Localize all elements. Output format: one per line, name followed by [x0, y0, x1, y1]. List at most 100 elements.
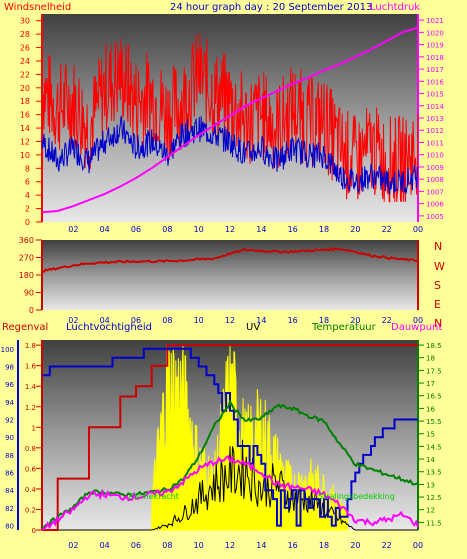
x-tick-label: 00: [413, 225, 423, 234]
x-tick-label: 18: [319, 225, 329, 234]
pressure-axis-tick-label: 1012: [426, 127, 444, 135]
wind-axis-tick-label: 16: [20, 111, 30, 120]
humidity-axis-tick-label: 96: [5, 381, 14, 389]
x-tick-label: 06: [131, 225, 141, 234]
uv-label: UV: [246, 322, 260, 333]
pressure-axis-tick-label: 1018: [426, 54, 444, 62]
direction-axis-tick-label: 180: [19, 271, 34, 280]
rain-label: Regenval: [2, 322, 48, 333]
pressure-axis-tick-label: 1010: [426, 152, 444, 160]
temperature-axis-tick-label: 17.5: [426, 367, 442, 375]
x-tick-label: 16: [288, 316, 298, 325]
uv-line: [42, 439, 418, 531]
humidity-axis-tick-label: 82: [5, 505, 14, 513]
pressure-label: Luchtdruk: [370, 2, 420, 13]
pressure-axis-tick-label: 1020: [426, 29, 444, 37]
x-tick-label: 18: [319, 541, 329, 550]
pressure-axis-tick-label: 1021: [426, 17, 444, 25]
rain-axis-tick-label: 1.4: [25, 383, 37, 391]
temperature-axis-tick-label: 13.5: [426, 469, 442, 477]
temperature-axis-tick-label: 17: [426, 380, 435, 388]
pressure-line: [41, 26, 419, 214]
wind-axis-tick-label: 30: [20, 17, 30, 26]
humidity-axis-tick-label: 90: [5, 434, 14, 442]
temperature-axis-tick-label: 14: [426, 456, 435, 464]
rain-line: [42, 344, 418, 531]
x-tick-label: 04: [100, 316, 110, 325]
x-tick-label: 18: [319, 316, 329, 325]
x-tick-label: 06: [131, 316, 141, 325]
wind-axis-tick-label: 26: [20, 44, 30, 53]
pressure-axis-tick-label: 1013: [426, 115, 444, 123]
pressure-axis-tick-label: 1011: [426, 139, 444, 147]
wind-axis-tick-label: 2: [25, 205, 30, 214]
pressure-axis-tick-label: 1015: [426, 91, 444, 99]
x-tick-label: 04: [100, 225, 110, 234]
compass-letter-e: E: [434, 298, 441, 311]
wind-axis-tick-label: 12: [20, 137, 30, 146]
x-tick-label: 22: [382, 316, 392, 325]
x-tick-label: 14: [256, 316, 266, 325]
temperature-line: [41, 399, 419, 529]
x-tick-label: 10: [194, 316, 204, 325]
x-tick-label: 02: [68, 225, 78, 234]
humidity-line: [42, 347, 418, 527]
x-tick-label: 02: [68, 316, 78, 325]
pressure-axis-tick-label: 1007: [426, 188, 444, 196]
pressure-axis-tick-label: 1006: [426, 201, 444, 209]
temperature-axis-tick-label: 16: [426, 405, 435, 413]
x-tick-label: 14: [256, 541, 266, 550]
compass-letter-n-top: N: [434, 240, 442, 253]
humidity-axis-tick-label: 92: [5, 417, 14, 425]
x-tick-label: 22: [382, 541, 392, 550]
x-tick-label: 16: [288, 225, 298, 234]
compass-letter-s: S: [434, 279, 441, 292]
x-tick-label: 00: [413, 316, 423, 325]
temperature-axis-tick-label: 14.5: [426, 443, 442, 451]
graph-title: 24 hour graph day : 20 September 2013: [170, 2, 372, 13]
direction-axis-tick-label: 90: [24, 289, 34, 298]
humidity-axis-tick-label: 100: [1, 346, 14, 354]
temperature-axis-tick-label: 15.5: [426, 418, 442, 426]
direction-axis-tick-label: 270: [19, 254, 34, 263]
rain-axis-tick-label: 0: [32, 527, 36, 535]
x-tick-label: 16: [288, 541, 298, 550]
compass-letter-n-bottom: N: [434, 317, 442, 330]
x-tick-label: 12: [225, 541, 235, 550]
temperature-axis-tick-label: 13: [426, 481, 435, 489]
temperature-axis-tick-label: 12.5: [426, 494, 442, 502]
wind-axis-tick-label: 28: [20, 30, 30, 39]
temperature-axis-tick-label: 11.5: [426, 519, 442, 527]
temperature-axis-tick-label: 18: [426, 355, 435, 363]
wind-axis-tick-label: 6: [25, 178, 30, 187]
wind-axis-tick-label: 24: [20, 57, 30, 66]
temperature-axis-tick-label: 12: [426, 507, 435, 515]
humidity-axis-tick-label: 86: [5, 470, 14, 478]
direction-axis-tick-label: 0: [29, 306, 34, 315]
x-tick-label: 12: [225, 316, 235, 325]
rain-axis-tick-label: 1.8: [25, 342, 36, 350]
pressure-axis-tick-label: 1017: [426, 66, 444, 74]
x-tick-label: 04: [100, 541, 110, 550]
rain-axis-tick-label: 1.2: [25, 404, 36, 412]
dewpoint-line: [41, 454, 419, 531]
wind-axis-tick-label: 8: [25, 164, 30, 173]
x-tick-label: 08: [162, 541, 172, 550]
x-tick-label: 22: [382, 225, 392, 234]
pressure-axis-tick-label: 1014: [426, 103, 444, 111]
humidity-axis-tick-label: 80: [5, 523, 14, 531]
humidity-axis-tick-label: 94: [5, 399, 14, 407]
temperature-axis-tick-label: 15: [426, 431, 435, 439]
wind-axis-tick-label: 18: [20, 97, 30, 106]
pressure-axis-tick-label: 1008: [426, 176, 444, 184]
direction-axis-tick-label: 360: [19, 236, 34, 245]
wind-axis-tick-label: 10: [20, 151, 30, 160]
x-tick-label: 12: [225, 225, 235, 234]
wind-direction-line: [41, 246, 419, 273]
pressure-axis-tick-label: 1019: [426, 42, 444, 50]
solar-radiation-label: Zonnekracht: [128, 492, 179, 501]
wind-axis-tick-label: 0: [25, 218, 30, 227]
x-tick-label: 14: [256, 225, 266, 234]
humidity-axis-tick-label: 84: [5, 487, 14, 495]
x-tick-label: 08: [162, 225, 172, 234]
